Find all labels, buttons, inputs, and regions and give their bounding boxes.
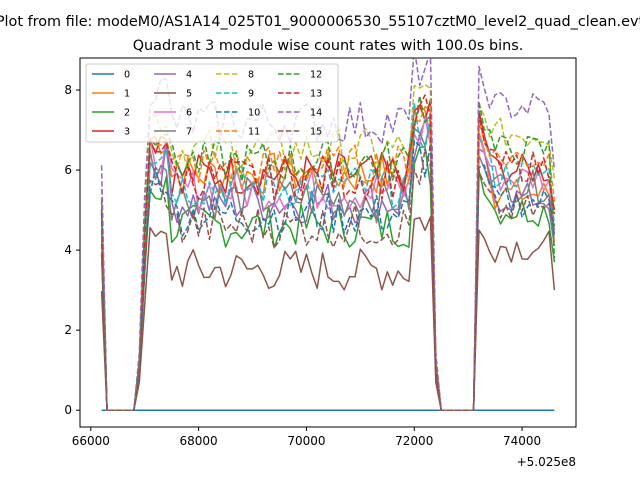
x-tick-label: 72000 [395, 434, 433, 448]
legend-label-2: 2 [124, 108, 130, 119]
legend-label-7: 7 [186, 127, 192, 138]
chart-title: Quadrant 3 module wise count rates with … [133, 38, 524, 54]
series-line-15 [100, 148, 556, 411]
x-tick-label: 74000 [503, 434, 541, 448]
x-tick-label: 66000 [72, 434, 110, 448]
legend-label-6: 6 [186, 108, 192, 119]
legend-label-8: 8 [248, 70, 254, 81]
figure-suptitle: Plot from file: modeM0/AS1A14_025T01_900… [0, 14, 640, 30]
legend-label-4: 4 [186, 70, 192, 81]
legend-label-11: 11 [248, 127, 260, 138]
legend-label-0: 0 [124, 70, 130, 81]
y-tick-label: 8 [64, 83, 72, 97]
legend-label-14: 14 [310, 108, 322, 119]
x-tick-label: 68000 [180, 434, 218, 448]
legend-label-3: 3 [124, 127, 130, 138]
legend-box [85, 63, 339, 143]
legend-label-9: 9 [248, 89, 254, 100]
legend-label-13: 13 [310, 89, 322, 100]
legend-label-10: 10 [248, 108, 260, 119]
x-axis-ticks: 66000 68000 70000 72000 74000 [72, 427, 541, 448]
x-tick-label: 70000 [287, 434, 325, 448]
series-line-5 [100, 216, 556, 411]
legend-label-12: 12 [310, 70, 322, 81]
legend-label-5: 5 [186, 89, 192, 100]
y-tick-label: 6 [64, 163, 72, 177]
x-offset-label: +5.025e8 [517, 455, 576, 469]
legend-label-1: 1 [124, 89, 130, 100]
axes-frame [79, 57, 577, 428]
series-line-10 [100, 139, 556, 411]
y-tick-label: 0 [64, 403, 72, 417]
y-axis-ticks: 0 2 4 6 8 [64, 83, 80, 417]
y-tick-label: 2 [64, 323, 72, 337]
legend-label-15: 15 [310, 127, 322, 138]
y-tick-label: 4 [64, 243, 72, 257]
